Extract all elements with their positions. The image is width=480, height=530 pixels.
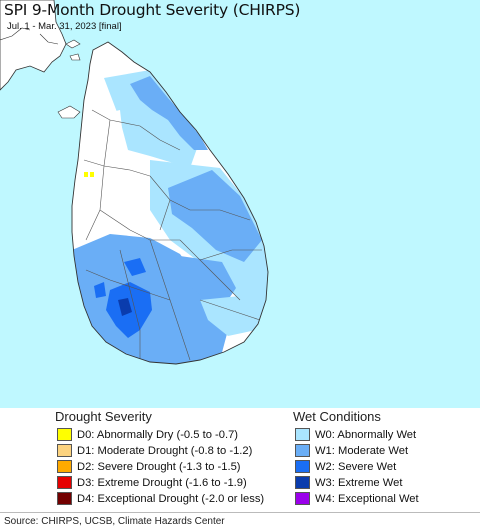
map-subtitle: Jul. 1 - Mar. 31, 2023 [final]: [7, 21, 122, 32]
w1-central-area: [180, 256, 236, 302]
w1-east-area: [168, 170, 262, 262]
swatch-w1: [295, 444, 310, 457]
w3-patch: [118, 298, 132, 316]
jaffna-islets: [65, 39, 81, 61]
map-title: SPI 9-Month Drought Severity (CHIRPS): [4, 1, 301, 19]
swatch-w0: [295, 428, 310, 441]
legend-item-d3: D3: Extreme Drought (-1.6 to -1.9): [57, 476, 247, 489]
drought-legend-heading: Drought Severity: [55, 409, 152, 424]
w0-south-area: [200, 296, 266, 336]
swatch-d4: [57, 492, 72, 505]
drought-map: [0, 0, 480, 408]
d0-spot-2: [90, 172, 94, 177]
swatch-d3: [57, 476, 72, 489]
swatch-w3: [295, 476, 310, 489]
swatch-d2: [57, 460, 72, 473]
wet-legend-heading: Wet Conditions: [293, 409, 381, 424]
district-borders: [83, 109, 262, 361]
legend-item-d0: D0: Abnormally Dry (-0.5 to -0.7): [57, 428, 238, 441]
w0-north-area: [104, 70, 200, 168]
white-patch-west: [76, 110, 130, 230]
island-outline: [71, 41, 269, 365]
swatch-d0: [57, 428, 72, 441]
legend-item-w4: W4: Exceptional Wet: [295, 492, 419, 505]
legend: Drought Severity Wet Conditions D0: Abno…: [0, 408, 480, 512]
legend-item-d4: D4: Exceptional Drought (-2.0 or less): [57, 492, 264, 505]
legend-item-w2: W2: Severe Wet: [295, 460, 396, 473]
w2-patch-1: [124, 258, 146, 276]
india-landmass: [0, 0, 67, 91]
w2-patch-2: [94, 282, 106, 298]
legend-item-d2: D2: Severe Drought (-1.3 to -1.5): [57, 460, 241, 473]
legend-item-w0: W0: Abnormally Wet: [295, 428, 416, 441]
legend-item-w1: W1: Moderate Wet: [295, 444, 408, 457]
swatch-d1: [57, 444, 72, 457]
source-footer: Source: CHIRPS, UCSB, Climate Hazards Ce…: [0, 512, 480, 530]
mannar-island: [57, 105, 81, 119]
india-coast-detail: [0, 27, 59, 45]
legend-item-w3: W3: Extreme Wet: [295, 476, 402, 489]
legend-item-d1: D1: Moderate Drought (-0.8 to -1.2): [57, 444, 252, 457]
swatch-w4: [295, 492, 310, 505]
swatch-w2: [295, 460, 310, 473]
d0-spot-1: [84, 172, 88, 177]
w1-northeast-area: [130, 76, 208, 150]
